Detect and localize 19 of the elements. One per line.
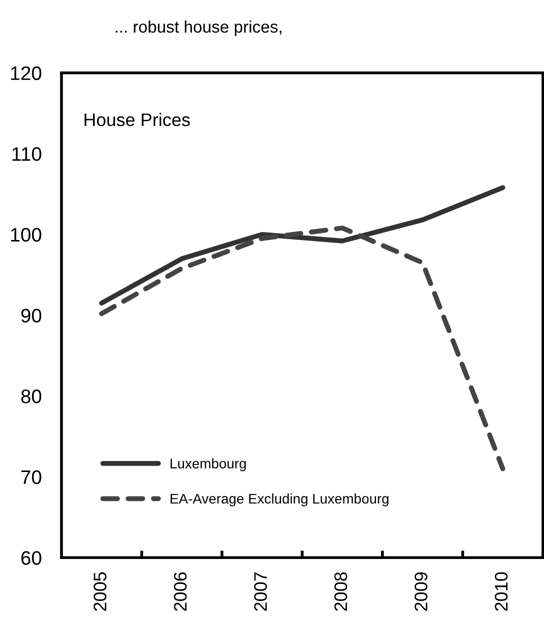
x-tick-label: 2007 <box>254 572 267 611</box>
y-tick-label: 60 <box>21 551 42 565</box>
y-tick-label: 100 <box>11 228 42 242</box>
y-tick-label: 110 <box>12 147 42 161</box>
legend-label: Luxembourg <box>170 458 246 472</box>
chart-title: ... robust house prices, <box>116 20 282 36</box>
legend-label: EA-Average Excluding Luxembourg <box>170 493 388 506</box>
x-tick-label: 2006 <box>174 572 187 611</box>
line-series <box>99 185 506 306</box>
x-tick-label: 2008 <box>334 572 348 611</box>
line-series <box>99 226 506 472</box>
y-tick-label: 80 <box>21 390 42 404</box>
x-tick-label: 2009 <box>414 572 428 611</box>
x-tick-label: 2005 <box>94 572 106 611</box>
y-tick-label: 90 <box>21 308 42 322</box>
text: House Prices <box>84 112 190 126</box>
x-tick-label: 2010 <box>494 572 508 611</box>
y-tick-label: 70 <box>21 470 42 484</box>
y-tick-label: 120 <box>11 66 42 80</box>
